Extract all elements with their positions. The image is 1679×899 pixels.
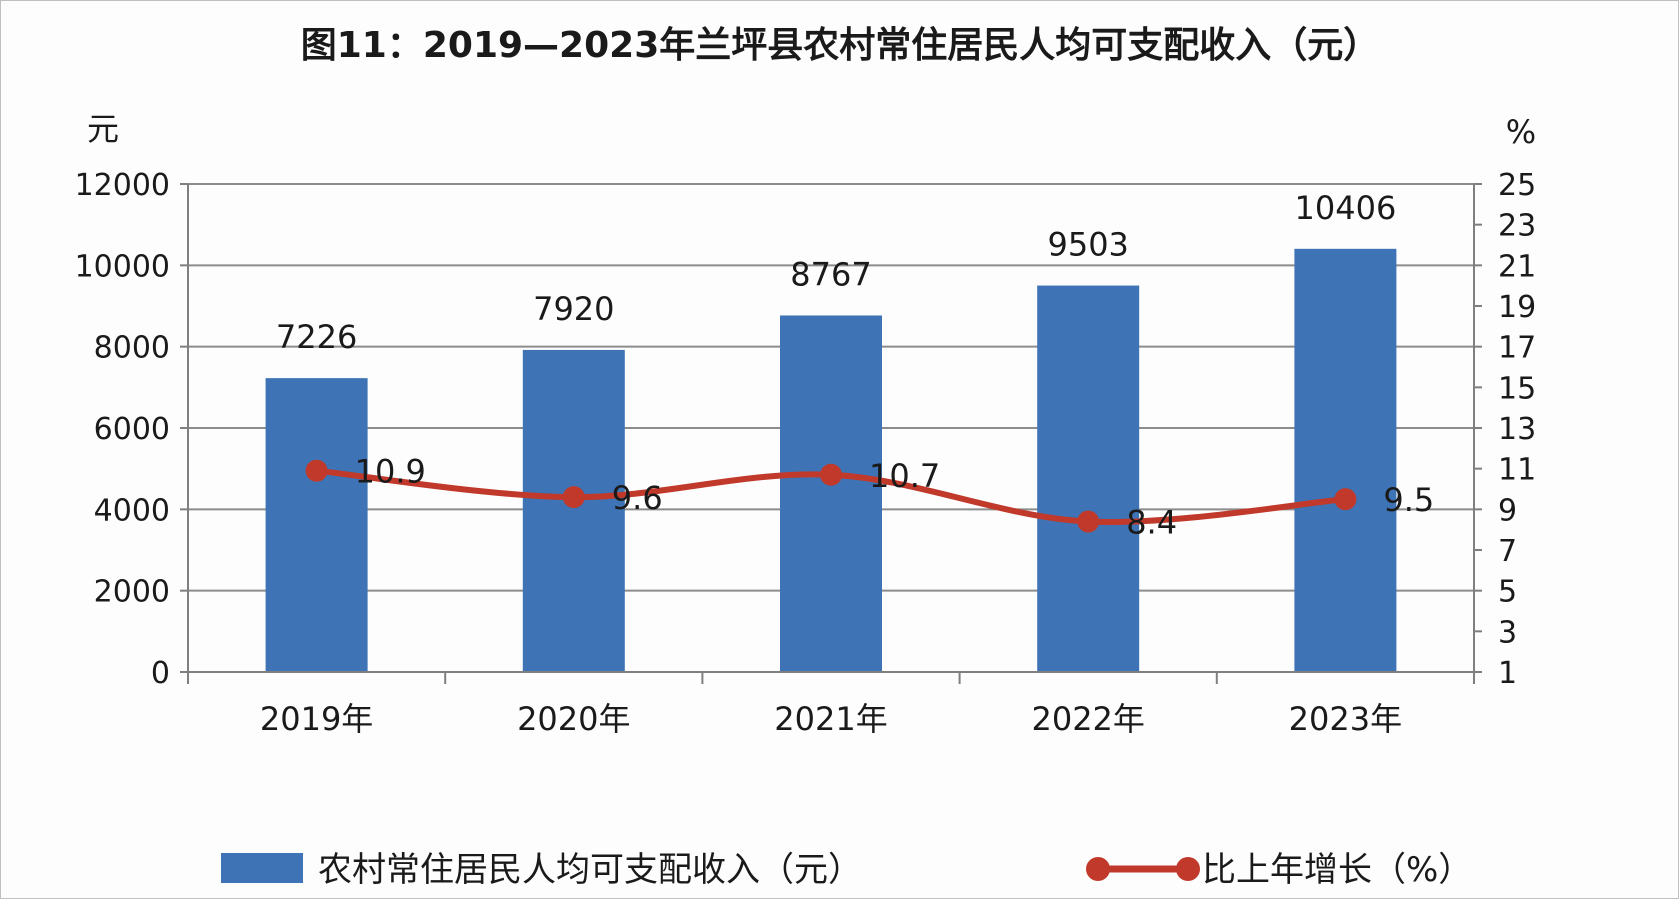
right-tick-label: 3	[1498, 615, 1517, 650]
right-tick-label: 15	[1498, 371, 1536, 406]
line-value-label: 9.6	[612, 479, 663, 517]
right-axis-unit: %	[1506, 113, 1536, 151]
left-tick-label: 2000	[94, 575, 170, 610]
right-tick-label: 17	[1498, 331, 1536, 366]
bar	[1294, 248, 1397, 672]
right-tick-label: 13	[1498, 412, 1536, 447]
left-tick-label: 12000	[75, 168, 170, 203]
bar-value-label: 10406	[1295, 189, 1397, 227]
line-value-label: 10.7	[869, 457, 940, 495]
bar	[1037, 285, 1140, 672]
bar-value-label: 7226	[276, 318, 357, 356]
data-labels: 7226 7920 8767 9503 10406 10.9 9.6 10.7 8.4 9.5	[276, 189, 1434, 542]
bar-value-label: 7920	[533, 290, 614, 328]
x-tick-label: 2022年	[1031, 700, 1144, 738]
bar-series	[265, 248, 1397, 672]
line-point	[305, 459, 328, 482]
right-tick-label: 7	[1498, 534, 1517, 569]
line-value-label: 9.5	[1383, 481, 1434, 519]
bar	[265, 378, 368, 672]
legend-label-line: 比上年增长（%）	[1202, 850, 1472, 890]
legend-label-bar: 农村常住居民人均可支配收入（元）	[318, 850, 862, 890]
line-point	[820, 463, 842, 486]
left-tick-label: 8000	[94, 331, 170, 366]
left-tick-label: 4000	[94, 493, 170, 528]
right-tick-label: 5	[1498, 575, 1517, 610]
line-point	[1077, 510, 1100, 533]
right-tick-label: 21	[1498, 249, 1536, 284]
bar-value-label: 8767	[790, 255, 871, 293]
right-tick-label: 23	[1498, 209, 1536, 244]
x-tick-label: 2020年	[517, 700, 630, 738]
x-tick-label: 2019年	[260, 700, 373, 738]
right-tick-label: 19	[1498, 290, 1536, 325]
legend-marker-start	[1086, 857, 1110, 881]
left-axis-unit: 元	[87, 110, 119, 148]
legend: 农村常住居民人均可支配收入（元） 比上年增长（%）	[221, 850, 1472, 890]
line-point	[562, 486, 585, 509]
axes: 0200040006000800010000120001357911131517…	[75, 168, 1537, 738]
bar	[522, 349, 625, 672]
left-tick-label: 0	[151, 656, 170, 691]
legend-marker-end	[1176, 857, 1200, 881]
x-tick-label: 2023年	[1289, 700, 1402, 738]
right-tick-label: 11	[1498, 453, 1536, 488]
chart-title: 图11：2019—2023年兰坪县农村常住居民人均可支配收入（元）	[301, 25, 1380, 66]
right-tick-label: 1	[1498, 656, 1517, 691]
bar-value-label: 9503	[1047, 226, 1128, 264]
line-value-label: 10.9	[355, 453, 426, 491]
line-value-label: 8.4	[1126, 504, 1177, 542]
left-tick-label: 6000	[94, 412, 170, 447]
right-tick-label: 25	[1498, 168, 1536, 203]
line-series	[305, 459, 1357, 533]
bar	[780, 315, 882, 672]
legend-swatch-bar	[221, 853, 303, 883]
right-tick-label: 9	[1498, 493, 1517, 528]
line-point	[1334, 488, 1357, 511]
left-tick-label: 10000	[75, 249, 170, 284]
x-tick-label: 2021年	[774, 700, 887, 738]
